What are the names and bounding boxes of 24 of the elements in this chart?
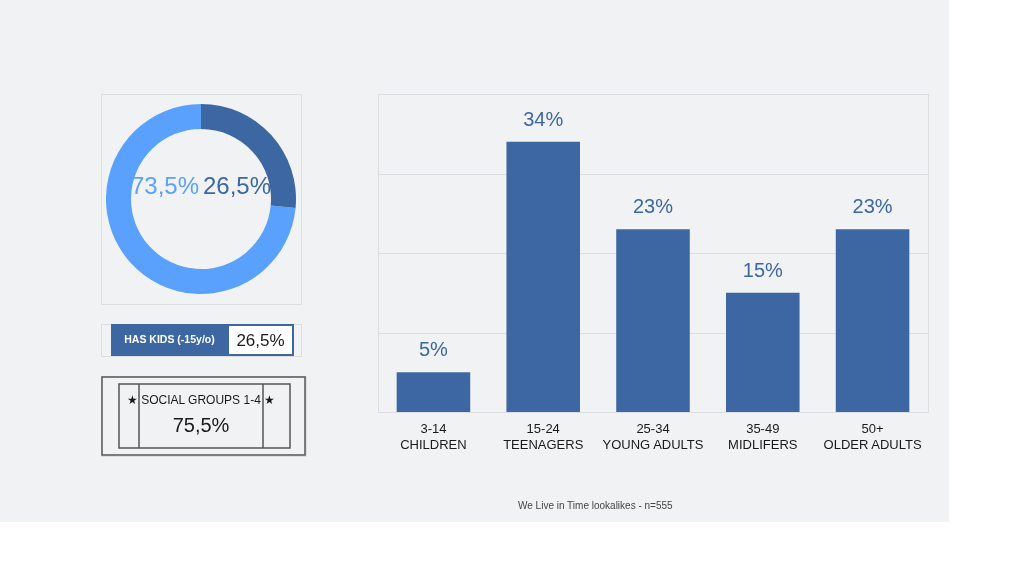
x-tick-label: 15-24 TEENAGERS	[503, 420, 584, 452]
text: 75,5%	[172, 414, 230, 436]
data-label: 23%	[632, 195, 674, 218]
text: HAS KIDS (-15y/o)	[124, 333, 215, 345]
text: We Live in Time lookalikes - n=555	[518, 500, 674, 511]
bar	[726, 292, 800, 412]
data-label: 34%	[523, 107, 564, 130]
donut-slice	[201, 104, 296, 208]
text: ★ SOCIAL GROUPS 1-4 ★	[126, 393, 276, 407]
data-label: 23%	[852, 195, 893, 218]
data-label: 5%	[418, 338, 449, 361]
bar	[616, 229, 690, 412]
data-label: 15%	[742, 258, 784, 281]
data-label: 26,5%	[202, 172, 272, 199]
text: 26,5%	[236, 331, 285, 350]
bar	[506, 141, 580, 412]
data-label: 73,5%	[130, 172, 200, 199]
x-tick-label: 50+ OLDER ADULTS	[823, 420, 922, 452]
bar	[396, 372, 471, 412]
bar	[835, 229, 910, 412]
x-tick-label: 3-14 CHILDREN	[400, 420, 467, 452]
x-tick-label: 35-49 MIDLIFERS	[728, 420, 798, 452]
x-tick-label: 25-34 YOUNG ADULTS	[602, 420, 704, 452]
donut-slice	[106, 104, 296, 294]
